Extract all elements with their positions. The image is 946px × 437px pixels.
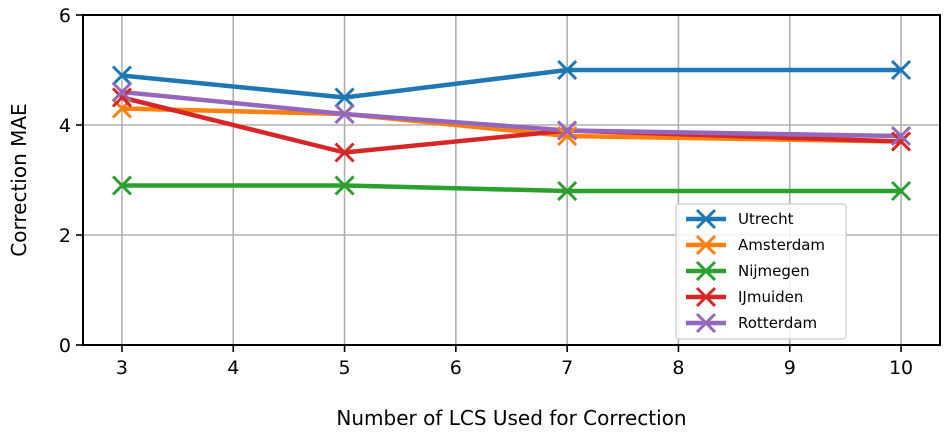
x-tick-label: 6 [450, 357, 462, 379]
data-point-rotterdam [557, 120, 578, 141]
data-point-nijmegen [890, 180, 912, 202]
series-line-utrecht [119, 67, 904, 100]
legend: Utrecht Amsterdam Nijmegen IJmuiden Rotterda… [675, 203, 847, 340]
x-tick-label: 7 [561, 357, 573, 379]
data-point-rotterdam [111, 81, 133, 103]
x-tick-label: 10 [889, 357, 913, 379]
data-point-nijmegen [557, 180, 578, 202]
series-line-amsterdam [119, 106, 904, 144]
y-tick-label: 4 [59, 115, 71, 137]
x-axis-title: Number of LCS Used for Correction [336, 406, 686, 430]
legend-marker-utrecht [695, 208, 717, 230]
y-tick-label: 0 [59, 335, 71, 357]
data-point-nijmegen [111, 175, 133, 196]
data-point-ijmuiden [111, 87, 133, 108]
data-point-utrecht [890, 59, 912, 81]
data-point-utrecht [557, 59, 578, 81]
y-tick-label: 6 [59, 5, 71, 27]
legend-label-amsterdam: Amsterdam [738, 236, 825, 254]
data-point-nijmegen [334, 175, 355, 196]
series-line-rotterdam [119, 89, 904, 139]
x-tick-label: 9 [784, 357, 796, 379]
data-point-rotterdam [890, 125, 912, 147]
data-point-amsterdam [557, 125, 578, 147]
data-point-ijmuiden [334, 142, 355, 163]
legend-label-rotterdam: Rotterdam [738, 314, 817, 332]
x-tick-label: 3 [116, 357, 128, 379]
x-tick-label: 8 [672, 357, 684, 379]
data-point-utrecht [334, 87, 355, 108]
series-line-nijmegen [119, 183, 904, 194]
series-markers [111, 59, 912, 202]
legend-label-utrecht: Utrecht [738, 210, 794, 228]
legend-label-ijmuiden: IJmuiden [738, 288, 803, 306]
y-tick-label: 2 [59, 225, 71, 247]
series-line-ijmuiden [119, 95, 904, 155]
series-lines [119, 67, 904, 194]
legend-marker-ijmuiden [695, 286, 717, 308]
data-point-utrecht [111, 65, 133, 86]
data-point-rotterdam [334, 103, 355, 125]
legend-marker-rotterdam [695, 312, 717, 334]
legend-label-nijmegen: Nijmegen [738, 262, 810, 280]
legend-marker-amsterdam [695, 234, 717, 256]
legend-box [675, 203, 847, 340]
plot-frame [82, 14, 941, 346]
x-tick-label: 4 [227, 357, 239, 379]
legend-marker-nijmegen [695, 260, 717, 282]
y-axis-title: Correction MAE [7, 103, 31, 256]
axis-ticks: 3 4 5 6 7 8 9 10 0 2 4 6 [59, 5, 913, 379]
data-point-ijmuiden [890, 131, 912, 152]
x-tick-label: 5 [339, 357, 351, 379]
